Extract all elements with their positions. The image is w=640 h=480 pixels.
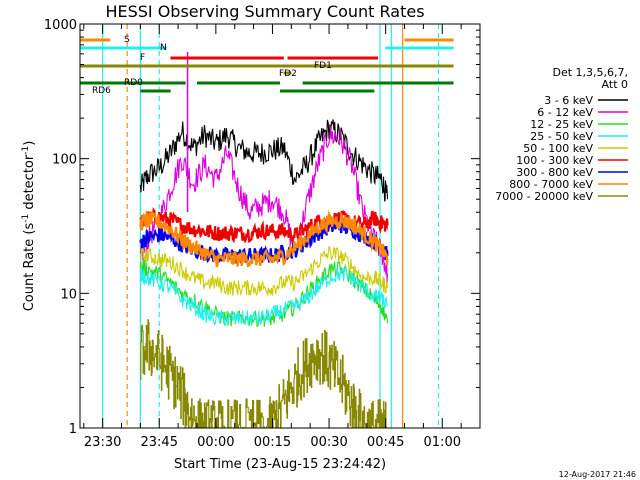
- y-tick-label: 100: [52, 153, 77, 168]
- plot-frame: [79, 23, 481, 429]
- flag-bars: S N F FD1 FD2 RD0 RD6: [80, 35, 454, 96]
- x-tick-label: 00:30: [310, 435, 347, 450]
- legend-label: 6 - 12 keV: [537, 106, 593, 119]
- flag-label-s: S: [124, 35, 130, 45]
- y-axis-label: Count Rate (s-1 detector-1): [21, 141, 37, 312]
- y-axis: 1 10 100 1000: [44, 18, 480, 437]
- y-tick-label: 1000: [44, 18, 77, 33]
- x-axis: 23:30 23:45 00:00 00:15 00:30 00:45 01:00: [83, 24, 481, 450]
- x-axis-label: Start Time (23-Aug-15 23:24:42): [174, 457, 386, 472]
- x-tick-label: 00:45: [367, 435, 404, 450]
- legend-header: Att 0: [602, 78, 628, 91]
- timestamp: 12-Aug-2017 21:46: [559, 470, 636, 479]
- series-line-1: [139, 125, 389, 284]
- series-line-5: [139, 246, 389, 297]
- y-tick-label: 10: [60, 287, 77, 302]
- legend-label: 50 - 100 keV: [523, 142, 593, 155]
- legend-label: 3 - 6 keV: [544, 94, 593, 107]
- flag-label-f: F: [140, 53, 145, 63]
- y-tick-label: 1: [69, 422, 77, 437]
- series-line-7: [139, 266, 388, 326]
- legend-label: 300 - 800 keV: [516, 166, 593, 179]
- legend-label: 100 - 300 keV: [516, 154, 593, 167]
- series-line-0: [139, 119, 389, 202]
- x-tick-label: 23:30: [84, 435, 121, 450]
- flag-label-rd0: RD0: [124, 78, 143, 88]
- chart-title: HESSI Observing Summary Count Rates: [105, 2, 424, 21]
- flag-label-fd2: FD2: [279, 69, 297, 79]
- flag-label-rd6: RD6: [92, 86, 111, 96]
- x-tick-label: 01:00: [424, 435, 461, 450]
- series-line-8: [140, 319, 388, 429]
- flag-label-fd1: FD1: [314, 61, 332, 71]
- legend-label: 25 - 50 keV: [530, 130, 593, 143]
- legend-header: Det 1,3,5,6,7,: [552, 66, 628, 79]
- series-layer: [139, 51, 389, 429]
- x-tick-label: 00:00: [197, 435, 234, 450]
- flag-label-n: N: [160, 43, 167, 53]
- x-tick-label: 00:15: [254, 435, 291, 450]
- legend-label: 7000 - 20000 keV: [495, 190, 593, 203]
- x-tick-label: 23:45: [141, 435, 178, 450]
- legend-label: 12 - 25 keV: [530, 118, 593, 131]
- legend-label: 800 - 7000 keV: [509, 178, 593, 191]
- series-line-4: [139, 209, 389, 268]
